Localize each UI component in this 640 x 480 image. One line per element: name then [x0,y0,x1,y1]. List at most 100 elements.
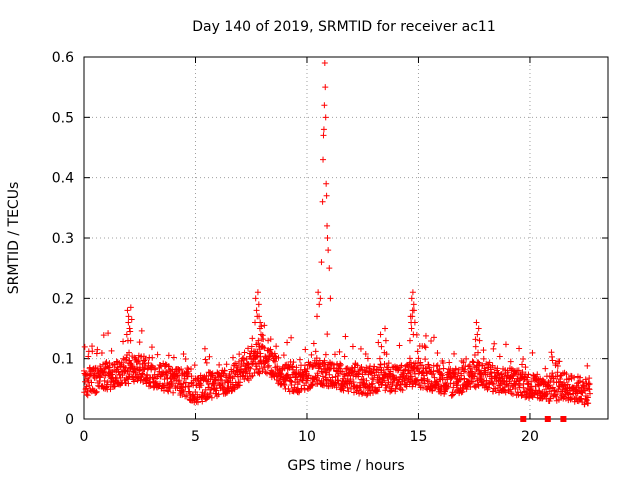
data-point [126,349,133,356]
data-point [549,370,556,377]
data-point [489,380,496,387]
data-point [406,355,413,362]
data-point [522,364,529,371]
data-point [461,375,468,382]
data-point [344,384,351,391]
data-point [571,374,578,381]
data-point [465,380,472,387]
data-point [585,400,592,407]
data-point [256,343,263,350]
data-point [317,295,324,302]
data-point [325,247,332,254]
y-tick-label: 0.4 [52,171,74,187]
data-point [133,364,140,371]
data-point [256,313,263,320]
data-point [469,369,476,376]
data-point [411,307,418,314]
data-point [241,357,248,364]
data-point [494,369,501,376]
data-point [329,374,336,381]
data-point [364,390,371,397]
data-point [385,360,392,367]
data-point [164,375,171,382]
data-point [131,378,138,385]
data-point [532,387,539,394]
data-point [409,289,416,296]
data-point [127,304,134,311]
data-point [434,362,441,369]
data-point [421,343,428,350]
data-point [264,364,271,371]
data-point [586,375,593,382]
data-point [141,366,148,373]
data-point [253,363,260,370]
data-point [528,378,535,385]
data-point [265,337,272,344]
data-point [446,359,453,366]
data-point [357,345,364,352]
data-point [347,376,354,383]
data-point [359,390,366,397]
data-point [383,384,390,391]
data-point [374,388,381,395]
data-point [120,338,127,345]
data-point [422,344,429,351]
data-point [272,358,279,365]
data-point [318,259,325,266]
data-point [320,156,327,163]
data-point [256,325,263,332]
data-point [198,382,205,389]
data-point [323,380,330,387]
data-point [458,372,465,379]
data-point [463,355,470,362]
data-point [581,401,588,408]
data-point [169,380,176,387]
data-point [109,371,116,378]
data-point [216,361,223,368]
data-point [392,386,399,393]
data-point [422,332,429,339]
data-point [520,355,527,362]
data-point [321,60,328,67]
data-point [341,373,348,380]
data-point [327,295,334,302]
data-point [358,363,365,370]
data-point [450,384,457,391]
data-point [170,389,177,396]
data-point [136,367,143,374]
data-point [354,362,361,369]
data-point [308,381,315,388]
data-point [370,376,377,383]
data-point [302,346,309,353]
data-point [548,353,555,360]
data-point [81,343,88,350]
data-point [127,328,134,335]
data-point [467,384,474,391]
data-point [322,114,329,121]
data-point [534,371,541,378]
data-point [488,370,495,377]
data-point [148,362,155,369]
data-point [586,381,593,388]
data-point [546,382,553,389]
data-point [574,390,581,397]
data-point [194,399,201,406]
data-point [336,365,343,372]
axis-ticks: 0 5 10 15 20 0 0.1 0.2 0.3 0.4 0.5 0.6 [52,50,608,445]
data-point [437,371,444,378]
data-point [384,375,391,382]
data-point [298,385,305,392]
data-point [201,390,208,397]
data-point [315,289,322,296]
data-point [147,382,154,389]
data-point [340,387,347,394]
data-point [523,388,530,395]
data-point [437,390,444,397]
data-point [547,377,554,384]
data-point [161,376,168,383]
data-point [103,359,110,366]
data-point [101,368,108,375]
data-point [440,365,447,372]
data-point [578,395,585,402]
data-point [308,351,315,358]
